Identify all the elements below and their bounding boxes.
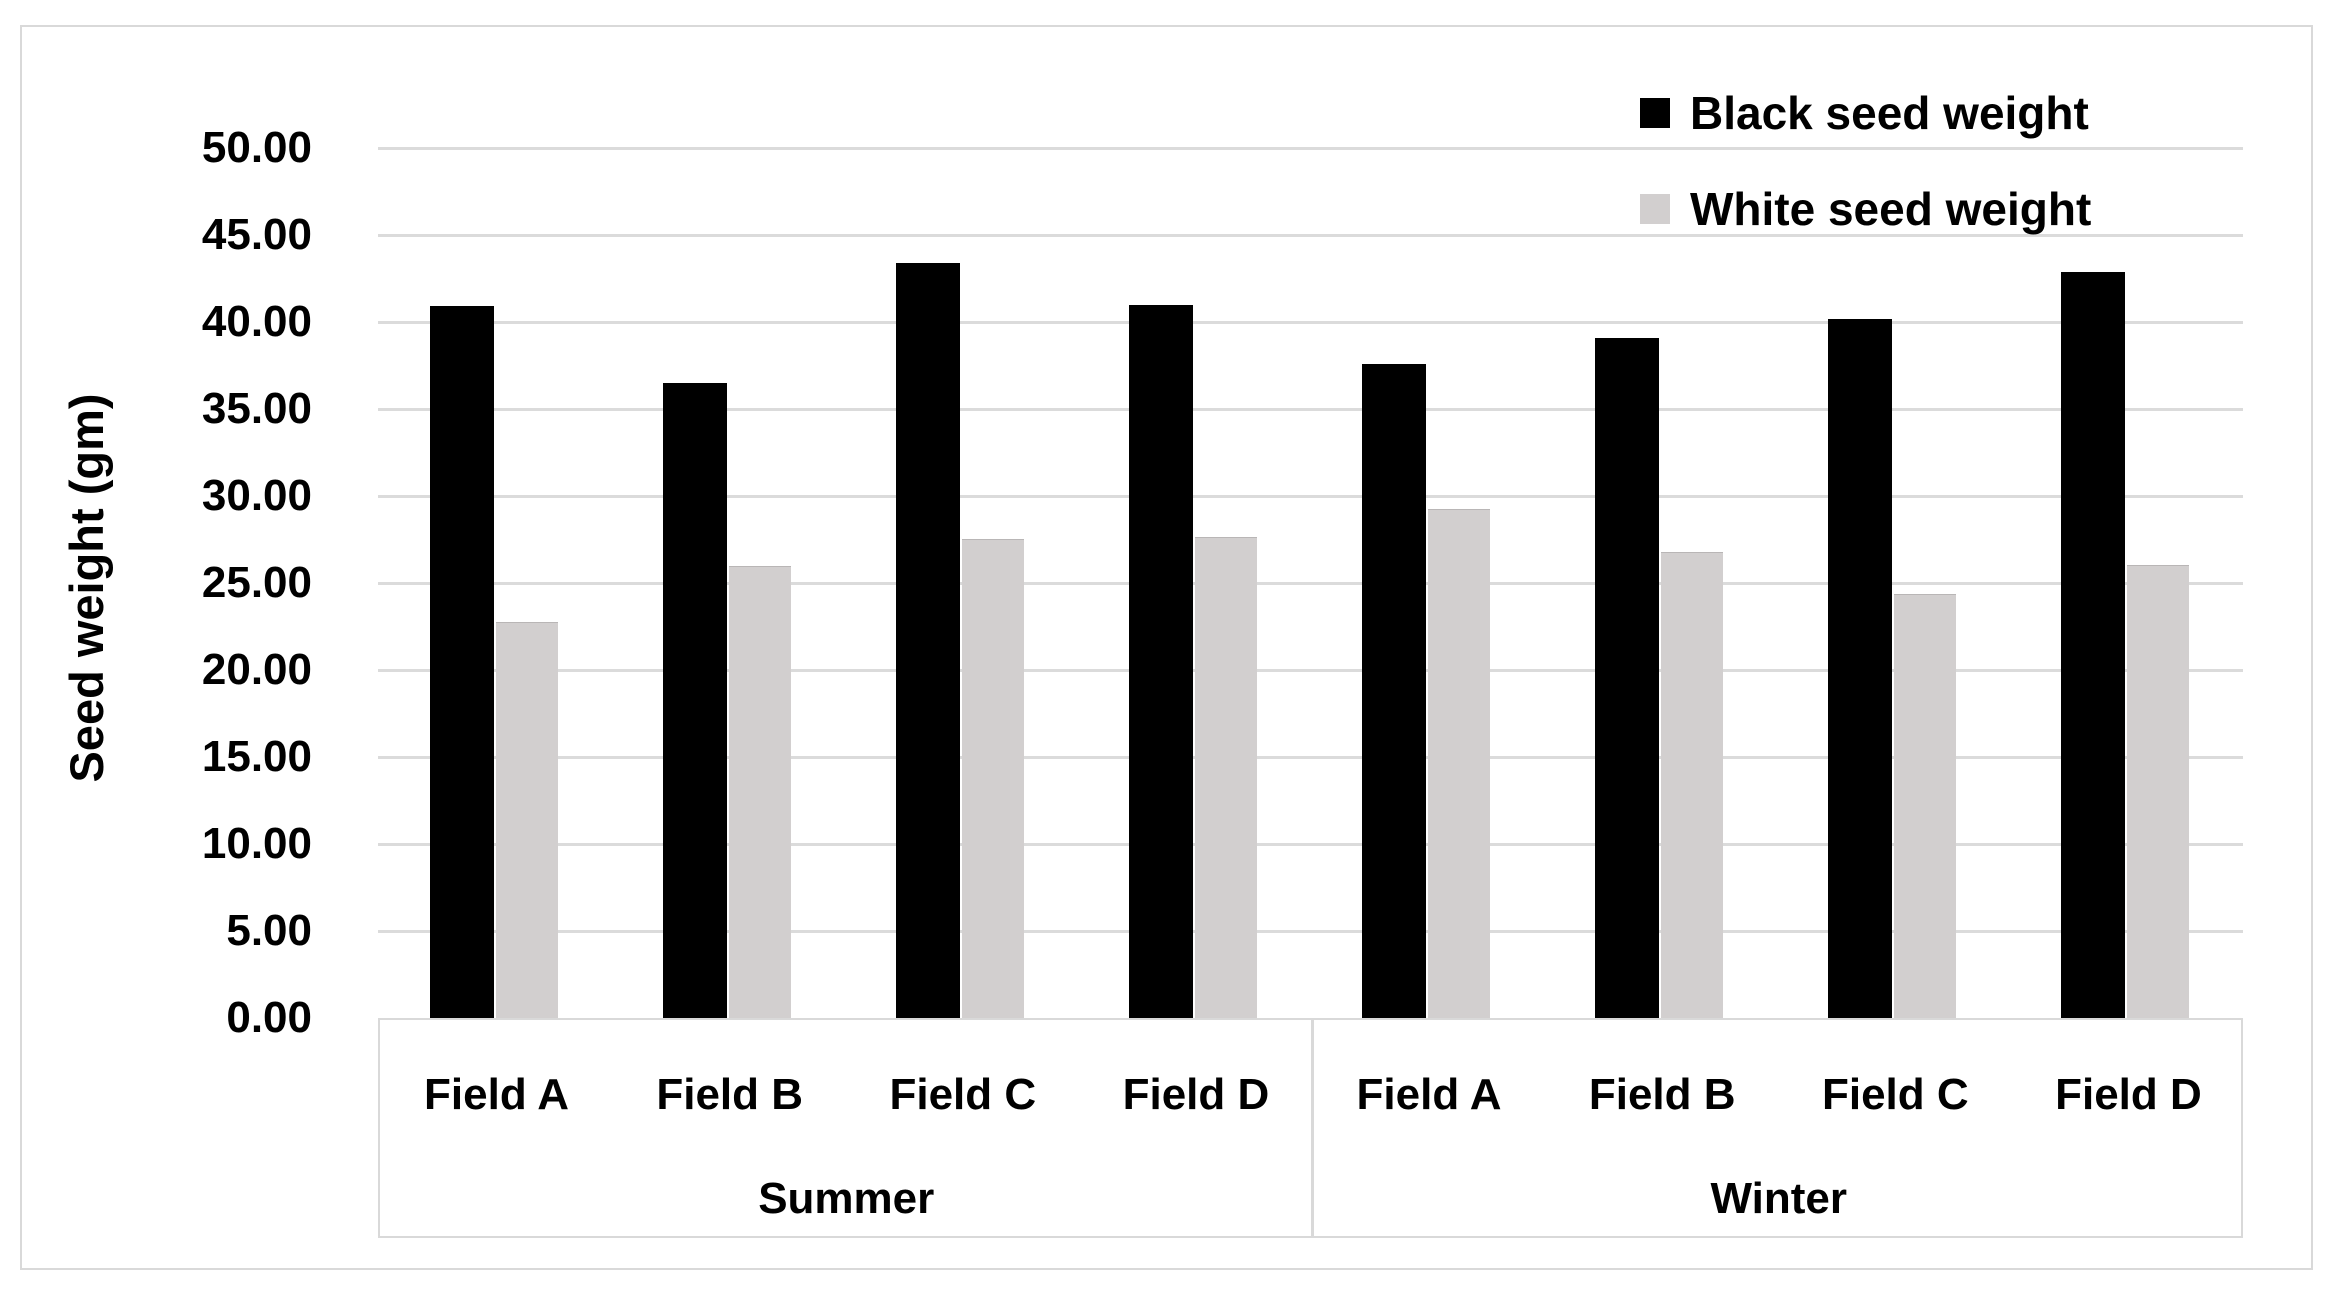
y-tick-label: 0.00 bbox=[226, 993, 312, 1042]
y-tick-label: 15.00 bbox=[201, 732, 312, 781]
gridline bbox=[378, 756, 2243, 759]
y-tick-label: 25.00 bbox=[201, 558, 312, 607]
gridline bbox=[378, 321, 2243, 324]
bar-white-seed-2 bbox=[728, 566, 791, 1018]
bar-white-seed-8 bbox=[2127, 564, 2190, 1018]
field-label: Field A bbox=[424, 1070, 570, 1119]
gridline bbox=[378, 582, 2243, 585]
y-tick-label: 45.00 bbox=[201, 210, 312, 259]
field-label: Field B bbox=[656, 1070, 804, 1119]
category-axis-box: Field A Field B Field C Field D Field A Field… bbox=[378, 1018, 2243, 1238]
gridline bbox=[378, 495, 2243, 498]
bar-black-seed-8 bbox=[2061, 271, 2126, 1018]
gridline bbox=[378, 843, 2243, 846]
bar-white-seed-4 bbox=[1194, 536, 1257, 1018]
y-tick-label: 20.00 bbox=[201, 645, 312, 694]
y-tick-label: 30.00 bbox=[201, 471, 312, 520]
bar-white-seed-3 bbox=[961, 538, 1024, 1018]
bar-black-seed-1 bbox=[429, 306, 494, 1018]
season-divider bbox=[1310, 1020, 1314, 1236]
field-label: Field B bbox=[1588, 1070, 1736, 1119]
legend-label: Black seed weight bbox=[1690, 87, 2089, 139]
y-tick-label: 35.00 bbox=[201, 384, 312, 433]
legend: Black seed weight White seed weight bbox=[1640, 86, 2091, 236]
black-series-swatch-icon bbox=[1640, 98, 1670, 128]
field-label: Field C bbox=[1821, 1070, 1969, 1119]
bar-black-seed-4 bbox=[1128, 304, 1193, 1018]
bar-white-seed-5 bbox=[1428, 508, 1491, 1018]
bar-black-seed-3 bbox=[895, 262, 960, 1018]
y-tick-label: 10.00 bbox=[201, 819, 312, 868]
bar-white-seed-1 bbox=[495, 622, 558, 1018]
season-label: Winter bbox=[1710, 1174, 1848, 1223]
gridline bbox=[378, 147, 2243, 150]
bar-black-seed-5 bbox=[1362, 363, 1427, 1018]
gridline bbox=[378, 408, 2243, 411]
season-label: Summer bbox=[758, 1174, 935, 1223]
legend-item-white-seed-weight: White seed weight bbox=[1640, 182, 2091, 236]
field-label: Field A bbox=[1356, 1070, 1502, 1119]
plot-area bbox=[378, 148, 2243, 1018]
bar-black-seed-7 bbox=[1828, 318, 1893, 1018]
bar-black-seed-6 bbox=[1595, 337, 1660, 1018]
bar-black-seed-2 bbox=[662, 382, 727, 1018]
legend-label: White seed weight bbox=[1690, 183, 2092, 235]
y-tick-label: 40.00 bbox=[201, 297, 312, 346]
field-label: Field C bbox=[889, 1070, 1037, 1119]
field-label: Field D bbox=[1122, 1070, 1270, 1119]
bar-white-seed-6 bbox=[1661, 552, 1724, 1018]
gridline bbox=[378, 234, 2243, 237]
gridline bbox=[378, 669, 2243, 672]
gridline bbox=[378, 930, 2243, 933]
field-label: Field D bbox=[2055, 1070, 2202, 1119]
white-series-swatch-icon bbox=[1640, 194, 1670, 224]
bar-white-seed-7 bbox=[1894, 594, 1957, 1018]
y-tick-label: 50.00 bbox=[201, 123, 312, 172]
y-tick-label: 5.00 bbox=[226, 906, 312, 955]
legend-item-black-seed-weight: Black seed weight bbox=[1640, 86, 2091, 140]
